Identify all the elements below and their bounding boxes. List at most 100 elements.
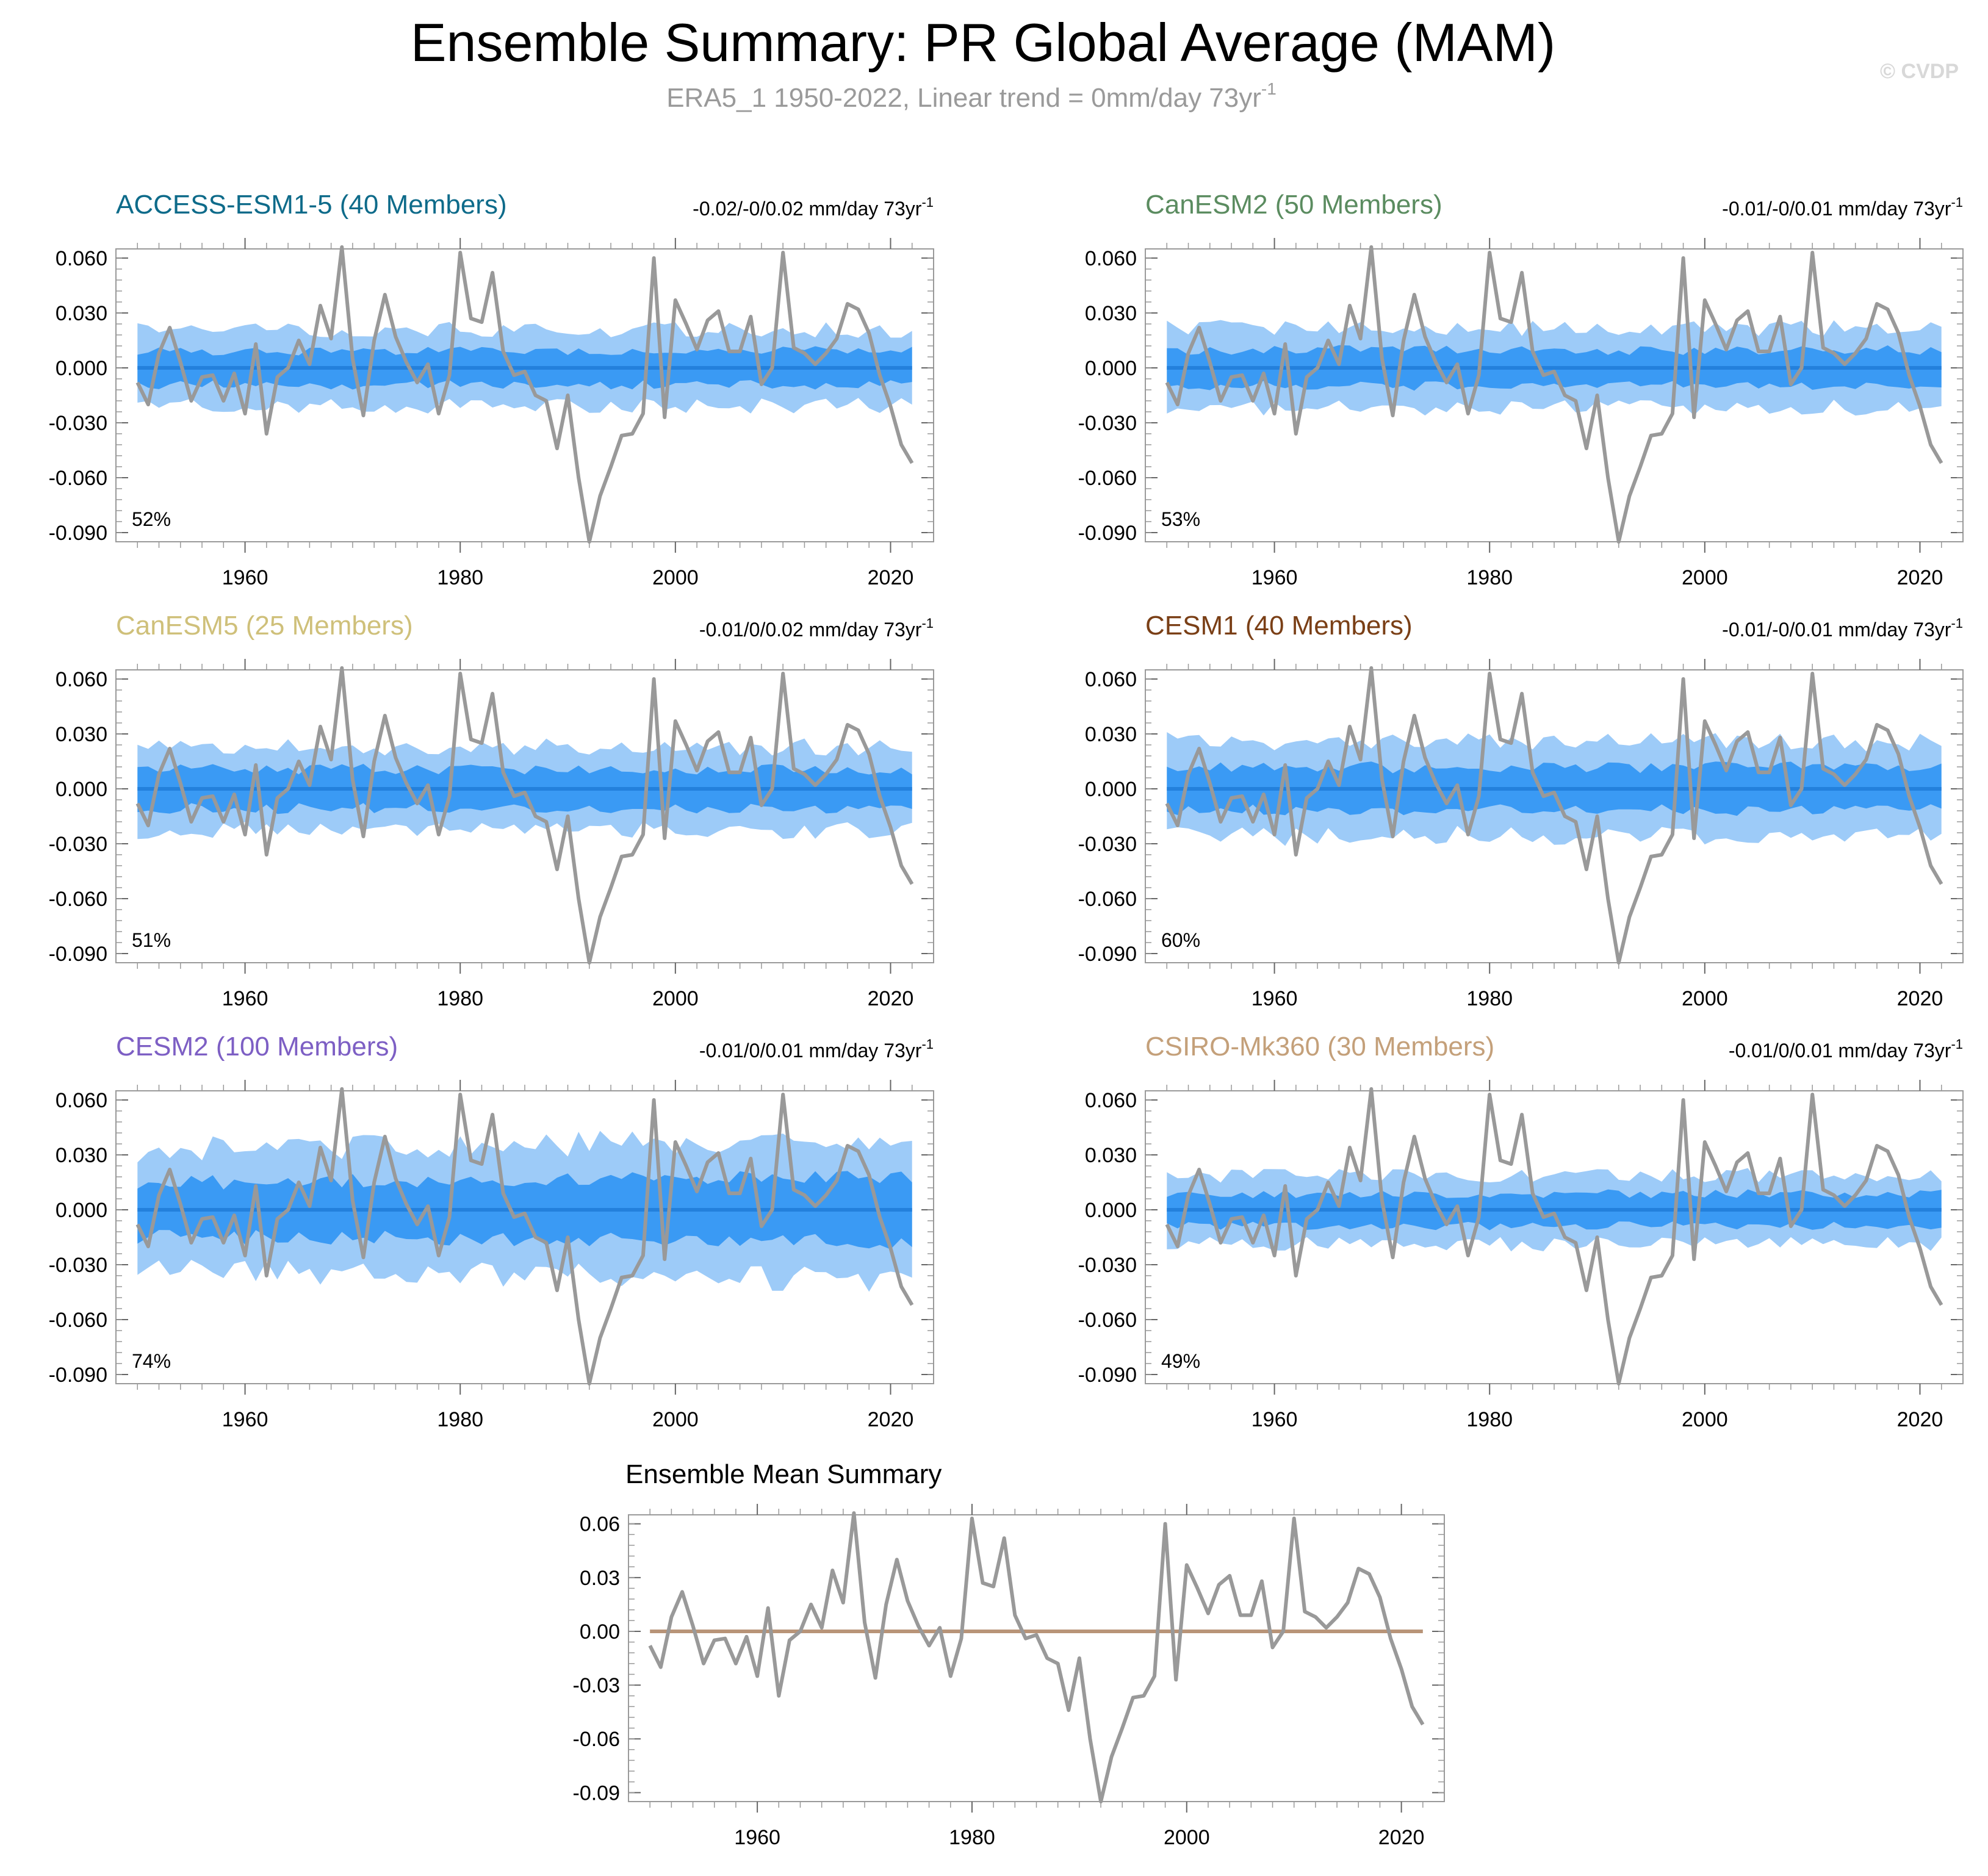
panel-title: ACCESS-ESM1-5 (40 Members) — [116, 190, 507, 220]
panel-cesm2: 0.060 0.030 0.000 -0.030 -0.060 -0.090 1960 198… — [49, 1032, 934, 1431]
panel-trend-sup: -1 — [921, 1037, 934, 1052]
y-tick-label: 0.060 — [56, 668, 107, 691]
panel-trend-value: -0.01/0/0.01 mm/day 73yr — [1729, 1040, 1951, 1062]
x-tick-label: 1960 — [734, 1826, 780, 1849]
watermark: © CVDP — [1880, 60, 1959, 83]
panel-title: CESM2 (100 Members) — [116, 1032, 398, 1062]
panel-trend-text: -0.01/0/0.01 mm/day 73yr-1 — [699, 1037, 934, 1062]
y-tick-label: 0.030 — [1085, 302, 1137, 325]
x-tick-label: 2020 — [1378, 1826, 1425, 1849]
panel-trend-sup: -1 — [1951, 616, 1963, 631]
y-tick-label: -0.060 — [49, 467, 107, 490]
figure-subtitle-text: ERA5_1 1950-2022, Linear trend = 0mm/day… — [666, 83, 1261, 113]
panel-trend-text: -0.02/-0/0.02 mm/day 73yr-1 — [693, 195, 934, 220]
y-tick-label: 0.00 — [580, 1620, 620, 1644]
panel-canesm5: 0.060 0.030 0.000 -0.030 -0.060 -0.090 1960 198… — [49, 611, 934, 1010]
observation-line — [1165, 666, 1943, 965]
observation-line — [648, 1511, 1425, 1803]
x-tick-label: 2020 — [1897, 566, 1943, 589]
panel-trend-sup: -1 — [1951, 195, 1963, 210]
y-tick-label: -0.030 — [49, 412, 107, 435]
y-tick-label: -0.060 — [1078, 1309, 1137, 1332]
y-tick-label: -0.060 — [1078, 467, 1137, 490]
y-tick-label: 0.030 — [1085, 1144, 1137, 1167]
panel-trend-sup: -1 — [921, 616, 934, 631]
y-tick-label: 0.000 — [1085, 1199, 1137, 1222]
x-tick-label: 1980 — [1466, 566, 1513, 589]
panel-trend-text: -0.01/0/0.02 mm/day 73yr-1 — [699, 616, 934, 641]
panel-trend-sup: -1 — [1951, 1037, 1963, 1052]
observation-line — [135, 245, 914, 544]
y-tick-label: 0.03 — [580, 1567, 620, 1590]
y-tick-label: 0.030 — [1085, 723, 1137, 746]
panel-trend-value: -0.01/0/0.02 mm/day 73yr — [699, 619, 922, 641]
panel-canesm2: 0.060 0.030 0.000 -0.030 -0.060 -0.090 1960 198… — [1078, 190, 1964, 589]
panel-trend-value: -0.02/-0/0.02 mm/day 73yr — [693, 198, 922, 220]
x-tick-label: 1980 — [1466, 987, 1513, 1010]
y-tick-label: -0.030 — [49, 1254, 107, 1277]
x-tick-label: 2000 — [652, 987, 699, 1010]
y-tick-label: 0.000 — [56, 778, 107, 801]
x-tick-label: 1960 — [1252, 566, 1298, 589]
x-tick-label: 2000 — [1682, 987, 1728, 1010]
panel-cesm1: 0.060 0.030 0.000 -0.030 -0.060 -0.090 1960 198… — [1078, 611, 1964, 1010]
panel-trend-value: -0.01/-0/0.01 mm/day 73yr — [1722, 619, 1951, 641]
y-tick-label: -0.090 — [1078, 522, 1137, 545]
panels-group: 0.060 0.030 0.000 -0.030 -0.060 -0.090 1960 198… — [49, 190, 1964, 1849]
y-tick-label: 0.060 — [1085, 247, 1137, 270]
observation-line — [135, 666, 914, 965]
x-tick-label: 2000 — [652, 1408, 699, 1431]
x-tick-label: 2000 — [1164, 1826, 1210, 1849]
y-tick-label: 0.000 — [56, 357, 107, 380]
x-tick-label: 2020 — [1897, 1408, 1943, 1431]
y-tick-label: 0.030 — [56, 302, 107, 325]
y-tick-label: -0.030 — [1078, 1254, 1137, 1277]
x-tick-label: 2020 — [868, 1408, 914, 1431]
y-tick-label: -0.030 — [1078, 412, 1137, 435]
y-tick-label: -0.060 — [1078, 888, 1137, 911]
panel-percent-label: 51% — [132, 929, 171, 951]
x-tick-label: 1980 — [437, 987, 483, 1010]
y-tick-label: -0.060 — [49, 888, 107, 911]
panel-trend-text: -0.01/-0/0.01 mm/day 73yr-1 — [1722, 616, 1963, 641]
x-tick-label: 1980 — [1466, 1408, 1513, 1431]
y-tick-label: -0.03 — [573, 1674, 621, 1697]
x-tick-label: 2020 — [1897, 987, 1943, 1010]
panel-trend-text: -0.01/0/0.01 mm/day 73yr-1 — [1729, 1037, 1963, 1062]
figure-subtitle-sup: -1 — [1261, 79, 1277, 98]
y-tick-label: 0.060 — [56, 247, 107, 270]
y-tick-label: -0.090 — [1078, 943, 1137, 966]
y-tick-label: 0.060 — [1085, 668, 1137, 691]
panel-mean-summary: 0.06 0.03 0.00 -0.03 -0.06 -0.09 1960 1980 2000 2… — [573, 1459, 1445, 1849]
y-tick-label: -0.090 — [49, 1364, 107, 1387]
panel-percent-label: 49% — [1161, 1350, 1200, 1372]
panel-trend-value: -0.01/-0/0.01 mm/day 73yr — [1722, 198, 1951, 220]
observation-line — [135, 1087, 914, 1385]
figure-title: Ensemble Summary: PR Global Average (MAM… — [411, 12, 1555, 73]
y-tick-label: 0.060 — [56, 1089, 107, 1112]
panel-percent-label: 74% — [132, 1350, 171, 1372]
panel-access-esm1-5: 0.060 0.030 0.000 -0.030 -0.060 -0.090 1960 198… — [49, 190, 934, 589]
y-tick-label: 0.030 — [56, 1144, 107, 1167]
x-tick-label: 1960 — [1252, 987, 1298, 1010]
y-tick-label: -0.090 — [49, 522, 107, 545]
y-tick-label: 0.000 — [56, 1199, 107, 1222]
x-tick-label: 2000 — [652, 566, 699, 589]
x-tick-label: 1960 — [222, 1408, 268, 1431]
observation-line — [1165, 1087, 1943, 1385]
x-tick-label: 1960 — [222, 987, 268, 1010]
y-tick-label: 0.060 — [1085, 1089, 1137, 1112]
x-tick-label: 1980 — [949, 1826, 995, 1849]
y-tick-label: -0.09 — [573, 1781, 621, 1805]
x-tick-label: 2020 — [868, 987, 914, 1010]
y-tick-label: -0.090 — [49, 943, 107, 966]
y-tick-label: -0.060 — [49, 1309, 107, 1332]
panel-trend-text: -0.01/-0/0.01 mm/day 73yr-1 — [1722, 195, 1963, 220]
panel-percent-label: 52% — [132, 508, 171, 530]
x-tick-label: 2000 — [1682, 566, 1728, 589]
x-tick-label: 2000 — [1682, 1408, 1728, 1431]
panel-csiro-mk360: 0.060 0.030 0.000 -0.030 -0.060 -0.090 1960 198… — [1078, 1032, 1964, 1431]
figure-subtitle: ERA5_1 1950-2022, Linear trend = 0mm/day… — [666, 79, 1277, 113]
y-tick-label: 0.000 — [1085, 357, 1137, 380]
x-tick-label: 1960 — [222, 566, 268, 589]
